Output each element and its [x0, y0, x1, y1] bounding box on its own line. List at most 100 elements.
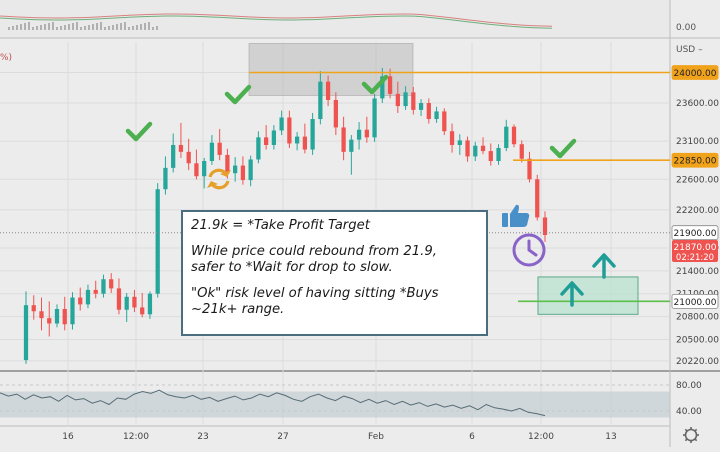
check-icon [549, 138, 577, 159]
candle-body [78, 297, 83, 305]
candle-body [287, 117, 292, 144]
top-indicator-bar [20, 24, 22, 30]
top-indicator-bar [116, 24, 118, 30]
candle-body [194, 163, 199, 177]
top-indicator-bar [40, 25, 42, 30]
top-indicator-bar [32, 27, 34, 30]
candle-body [434, 111, 439, 120]
candle-body [457, 140, 462, 145]
top-indicator-bar [124, 22, 126, 30]
top-indicator-bar [120, 23, 122, 30]
candle-body [171, 144, 176, 168]
candle-body [527, 158, 532, 180]
top-indicator-bar [52, 22, 54, 30]
candle-body [271, 130, 277, 145]
top-indicator-bar [12, 26, 14, 30]
candle-body [147, 293, 153, 315]
last-price-badge [672, 239, 718, 262]
candle-body [403, 92, 408, 107]
candle-body [535, 179, 540, 218]
candle-body [325, 81, 331, 100]
annotation-box: 21.9k = *Take Profit Target While price … [181, 210, 488, 336]
top-indicator-bar [104, 27, 106, 30]
candle-body [62, 308, 67, 325]
settings-icon-tooth [684, 438, 688, 442]
countdown-label: 02:21:20 [676, 253, 714, 263]
candle-body [109, 279, 114, 289]
settings-icon-tooth [694, 428, 698, 432]
candle-body [480, 145, 486, 152]
support-zone-box [537, 276, 639, 315]
top-indicator-bar [128, 27, 130, 30]
top-indicator-bar [72, 23, 74, 30]
top-indicator-bar [152, 27, 154, 30]
y-tick-label: 23100.00 [676, 137, 719, 147]
candle-body [70, 297, 75, 325]
top-indicator-bar [56, 27, 58, 30]
top-indicator-bar [28, 22, 30, 30]
top-indicator-bar [144, 23, 146, 30]
x-tick-label: 13 [605, 432, 616, 442]
candle-body [496, 148, 501, 161]
top-indicator-value: 0.00 [676, 23, 696, 33]
annotation-paragraph-3: "Ok" risk level of having sitting *Buys ~… [191, 286, 478, 318]
top-indicator-bar [112, 25, 114, 30]
top-indicator-bar [68, 24, 70, 30]
candle-body [116, 288, 122, 310]
candle-body [124, 296, 129, 310]
x-tick-label: 6 [469, 432, 475, 442]
top-indicator-bar [24, 23, 26, 30]
currency-label: USD – [676, 45, 703, 55]
candle-body [418, 103, 424, 110]
top-indicator-line-b [0, 15, 553, 29]
annotation-line-2: While price could rebound from 21.9, [191, 244, 437, 259]
x-tick-label: 23 [197, 432, 208, 442]
candle-body [155, 189, 160, 294]
price-badge-21900 [671, 225, 719, 241]
top-indicator-bar [8, 27, 10, 30]
top-indicator-bar [80, 27, 82, 30]
candle-body [294, 136, 300, 144]
top-indicator-bar [76, 22, 78, 30]
candle-body [511, 126, 517, 145]
candle-body [264, 137, 269, 145]
annotation-paragraph-2: While price could rebound from 21.9, safe… [191, 244, 478, 276]
top-left-label: %) [0, 53, 12, 63]
candle-body [395, 93, 400, 107]
price-badge-label-24000: 24000.00 [674, 69, 717, 79]
candle-body [178, 144, 184, 152]
settings-icon-tooth [694, 438, 698, 442]
clock-icon [512, 233, 546, 267]
candle-body [132, 296, 137, 308]
price-badge-label-22850: 22850.00 [674, 157, 717, 167]
clock-icon-hands [527, 239, 538, 257]
top-indicator-bar [84, 26, 86, 30]
candle-body [256, 137, 261, 160]
oscillator-tick-label: 80.00 [676, 381, 702, 391]
y-tick-label: 22600.00 [676, 175, 719, 185]
candle-body [47, 318, 52, 324]
candle-body [426, 103, 431, 120]
candle-body [140, 307, 145, 315]
candle-body [233, 165, 238, 174]
candle-body [302, 136, 307, 150]
refresh-icon-arrow-2 [207, 181, 218, 188]
candle-body [349, 139, 354, 152]
annotation-line-5: ~21k+ range. [191, 302, 285, 317]
candle-body [39, 311, 44, 319]
x-tick-label: 27 [277, 432, 288, 442]
candle-body [473, 145, 478, 157]
refresh-icon-arrow [220, 170, 231, 177]
thumbs-up-icon [502, 204, 530, 227]
candle-body [240, 165, 246, 181]
x-tick-label: 12:00 [123, 432, 149, 442]
candle-body [449, 131, 455, 145]
candle-body [248, 159, 253, 181]
top-indicator-bar [96, 23, 98, 30]
top-indicator-bar [132, 26, 134, 30]
candle-body [101, 279, 106, 294]
resistance-zone-box [248, 43, 414, 96]
top-indicator-bar [48, 23, 50, 30]
